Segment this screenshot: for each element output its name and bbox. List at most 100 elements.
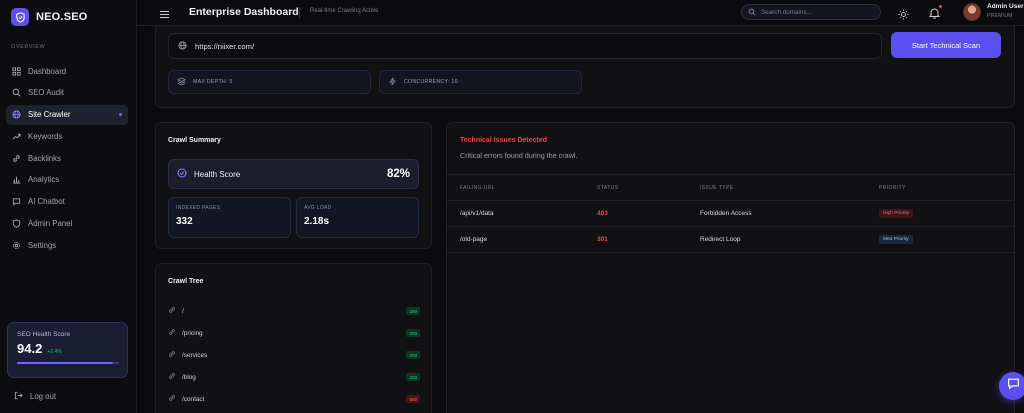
bar-chart-icon xyxy=(12,175,21,185)
url-input[interactable] xyxy=(195,41,795,51)
sidebar-item-analytics[interactable]: Analytics xyxy=(6,170,128,190)
avg-load-stat: AVG LOAD 2.18s xyxy=(296,197,419,238)
gear-icon xyxy=(12,241,21,250)
crawl-summary-title: Crawl Summary xyxy=(168,137,221,144)
link-icon xyxy=(168,306,176,316)
failing-url: /old-page xyxy=(460,236,488,243)
seo-health-label: SEO Health Score xyxy=(17,331,71,338)
sidebar-item-label: Analytics xyxy=(28,175,60,185)
max-depth-label: MAX DEPTH: 5 xyxy=(193,79,233,85)
sidebar-item-label: Site Crawler xyxy=(28,110,71,120)
user-name: Admin User xyxy=(987,3,1024,10)
tree-row[interactable]: /blog 200 xyxy=(168,366,420,388)
avg-load-label: AVG LOAD xyxy=(304,205,332,211)
status-badge: 500 xyxy=(406,395,420,403)
concurrency-label: CONCURRENCY: 10 xyxy=(404,79,458,85)
crawl-status-text: Real-time Crawling Active xyxy=(310,8,379,14)
theme-toggle-sun-icon[interactable] xyxy=(898,7,909,25)
status-badge: 200 xyxy=(406,351,420,359)
table-row[interactable]: /api/v1/data 403 Forbidden Access High P… xyxy=(447,201,1014,227)
concurrency-option[interactable]: CONCURRENCY: 10 xyxy=(379,70,582,94)
sidebar-item-dashboard[interactable]: Dashboard xyxy=(6,61,128,81)
column-header: PRIORITY xyxy=(879,184,906,191)
globe-icon xyxy=(178,37,187,55)
crawl-tree-title: Crawl Tree xyxy=(168,278,204,285)
status-badge: 200 xyxy=(406,329,420,337)
tree-row[interactable]: /contact 500 xyxy=(168,388,420,410)
chat-icon xyxy=(1007,377,1020,395)
sidebar-item-label: Settings xyxy=(28,240,57,250)
sidebar-item-admin-panel[interactable]: Admin Panel xyxy=(6,214,128,234)
chat-icon xyxy=(12,197,21,207)
shield-icon xyxy=(12,219,21,228)
seo-health-card: SEO Health Score 94.2 +2.4% xyxy=(7,322,128,378)
tree-row[interactable]: /pricing 200 xyxy=(168,322,420,344)
column-header: FAILING URL xyxy=(460,184,495,191)
health-score-label: Health Score xyxy=(194,169,241,179)
logout-button[interactable]: Log out xyxy=(14,391,56,402)
tree-path: /contact xyxy=(182,395,205,403)
nav-section-label: OVERVIEW xyxy=(11,44,46,50)
avg-load-value: 2.18s xyxy=(304,216,330,227)
tree-row[interactable]: /services 200 xyxy=(168,344,420,366)
notification-bell-icon[interactable] xyxy=(928,6,941,24)
trend-icon xyxy=(12,132,21,141)
active-indicator xyxy=(119,113,122,117)
search-box[interactable] xyxy=(741,4,881,20)
column-header: ISSUE TYPE xyxy=(700,184,734,191)
technical-issues-card: Technical Issues Detected Critical error… xyxy=(446,122,1015,413)
priority-badge: High Priority xyxy=(879,209,914,218)
chat-fab-button[interactable] xyxy=(999,372,1024,400)
menu-icon[interactable] xyxy=(159,7,171,19)
seo-health-progress xyxy=(17,362,119,364)
logout-label: Log out xyxy=(30,392,57,401)
globe-icon xyxy=(12,110,21,119)
check-circle-icon xyxy=(177,165,187,183)
seo-health-delta: +2.4% xyxy=(47,349,62,355)
url-field[interactable] xyxy=(168,33,882,59)
link-icon xyxy=(12,154,21,163)
sidebar-item-keywords[interactable]: Keywords xyxy=(6,126,128,146)
sidebar-item-seo-audit[interactable]: SEO Audit xyxy=(6,83,128,103)
tree-row[interactable]: / 200 xyxy=(168,300,420,322)
link-icon xyxy=(168,372,176,382)
avatar[interactable] xyxy=(963,3,981,21)
sidebar-item-label: Admin Panel xyxy=(28,219,73,229)
status-code: 403 xyxy=(597,210,608,217)
page-title: Enterprise Dashboard xyxy=(189,6,299,18)
tree-path: /blog xyxy=(182,373,196,381)
indexed-pages-value: 332 xyxy=(176,216,193,227)
indexed-pages-stat: INDEXED PAGES 332 xyxy=(168,197,291,238)
sidebar-item-ai-chatbot[interactable]: AI Chatbot xyxy=(6,192,128,212)
layers-icon xyxy=(176,76,187,88)
logout-icon xyxy=(14,391,23,402)
table-row[interactable]: /old-page 301 Redirect Loop Med Priority xyxy=(447,227,1014,253)
search-input[interactable] xyxy=(761,8,871,16)
sidebar-item-label: AI Chatbot xyxy=(28,197,65,207)
failing-url: /api/v1/data xyxy=(460,210,494,217)
link-icon xyxy=(168,350,176,360)
sidebar-item-label: Backlinks xyxy=(28,153,61,163)
sidebar-item-label: Dashboard xyxy=(28,66,67,76)
search-icon xyxy=(748,3,756,21)
sidebar-item-backlinks[interactable]: Backlinks xyxy=(6,148,128,168)
brand-name: NEO.SEO xyxy=(36,11,88,23)
user-plan-badge: PREMIUM xyxy=(987,13,1013,19)
grid-icon xyxy=(12,66,21,76)
issues-title: Technical Issues Detected xyxy=(460,137,548,144)
tree-path: /pricing xyxy=(182,329,203,337)
tree-path: /services xyxy=(182,351,208,359)
max-depth-option[interactable]: MAX DEPTH: 5 xyxy=(168,70,371,94)
issues-table-header: FAILING URL STATUS ISSUE TYPE PRIORITY xyxy=(447,174,1014,201)
brand[interactable]: NEO.SEO xyxy=(11,8,88,26)
link-icon xyxy=(168,328,176,338)
sidebar-item-site-crawler[interactable]: Site Crawler xyxy=(6,104,128,125)
crawl-summary-card: Crawl Summary Health Score 82% INDEXED P… xyxy=(155,122,432,249)
shield-logo-icon xyxy=(11,8,29,26)
sidebar-item-label: SEO Audit xyxy=(28,88,64,98)
sidebar-item-settings[interactable]: Settings xyxy=(6,235,128,255)
link-icon xyxy=(168,394,176,404)
start-scan-button[interactable]: Start Technical Scan xyxy=(891,32,1001,58)
sidebar-item-label: Keywords xyxy=(28,131,63,141)
